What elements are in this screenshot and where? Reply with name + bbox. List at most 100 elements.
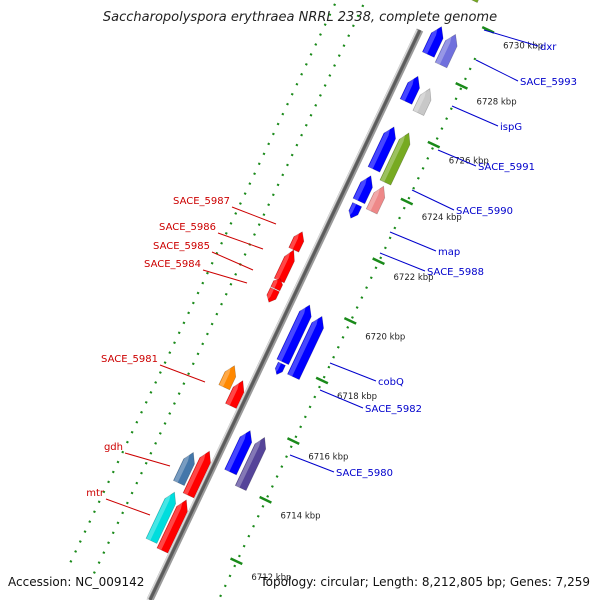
- scale-tick: [229, 557, 243, 566]
- scale-tick: [400, 197, 414, 206]
- label-leader: [483, 29, 539, 47]
- scale-tick-label: 6726 kbp: [449, 156, 489, 166]
- gene-sace-5993: [466, 0, 497, 3]
- gene-gdh-blue-body: [173, 451, 195, 487]
- gene-sace-5981-body: [225, 380, 245, 409]
- scale-tick: [427, 140, 441, 149]
- gene-sace-5980-left-body: [224, 430, 253, 476]
- gene-label: SACE_5980: [336, 468, 393, 479]
- gene-sace-5987-shine: [289, 230, 300, 250]
- gene-sace-5991-body: [412, 88, 432, 116]
- gene-sace-5985: [270, 277, 284, 292]
- gene-mtr-cyan-shine: [146, 490, 172, 541]
- gene-mtr-cyan: [145, 490, 176, 544]
- dotted-guide-2: [217, 56, 478, 600]
- gene-sace-5986: [273, 248, 295, 284]
- gene-sace-5990-left-body: [367, 126, 396, 173]
- gene-label: cobQ: [378, 377, 404, 388]
- gene-map-body: [365, 185, 386, 215]
- gene-label: mtr: [86, 488, 105, 499]
- gene-sace-5990-body: [379, 132, 411, 186]
- scale-tick-label: 6716 kbp: [308, 453, 348, 463]
- scale-tick: [343, 316, 357, 325]
- scale-tick-label: 6724 kbp: [422, 213, 462, 223]
- gene-sace-5982: [287, 314, 324, 381]
- gene-cobq-shine: [277, 303, 307, 362]
- gene-sace-5984-shine: [266, 287, 275, 302]
- gene-small-fwd-shine: [274, 362, 282, 374]
- gene-label: SACE_5986: [159, 222, 216, 233]
- label-leader: [329, 362, 377, 382]
- scale-tick-label: 6718 kbp: [337, 392, 377, 402]
- gene-sace-5980-left-shine: [225, 429, 247, 472]
- gene-features: [145, 0, 497, 554]
- label-leader: [202, 269, 248, 284]
- map-title: Saccharopolyspora erythraea NRRL 2338, c…: [102, 10, 498, 25]
- gene-sace-5980-left: [224, 429, 253, 476]
- gene-label: ispG: [500, 122, 522, 133]
- gene-sace-5990-left-shine: [368, 125, 391, 169]
- gene-map: [365, 184, 386, 215]
- gene-label: SACE_5982: [365, 404, 422, 415]
- gene-gdh: [182, 449, 211, 499]
- gene-sace-5986-body: [273, 249, 295, 284]
- label-leader: [379, 252, 426, 272]
- gene-sace-5993-body: [466, 0, 497, 3]
- gene-sace-5982-body: [287, 315, 324, 381]
- gene-sace-5988: [348, 202, 363, 219]
- gene-sace-5981-shine: [225, 379, 240, 406]
- gene-label: map: [438, 247, 460, 258]
- gene-ispg: [434, 32, 458, 69]
- gene-sace-5984-body: [266, 287, 280, 303]
- genome-summary-text: Topology: circular; Length: 8,212,805 bp…: [260, 575, 590, 589]
- gene-sace-5981: [225, 379, 245, 409]
- gene-sace-5982-shine: [288, 314, 319, 377]
- gene-sace-5988-shine: [348, 202, 357, 218]
- gene-sace-5981-orange-body: [218, 365, 237, 391]
- genome-backbone: [146, 28, 424, 600]
- scale-tick: [481, 25, 495, 34]
- gene-small-fwd-body: [274, 361, 286, 375]
- label-leader: [105, 498, 151, 516]
- gene-mtr-cyan-body: [145, 491, 176, 544]
- scale-tick: [372, 257, 385, 266]
- label-leader: [211, 251, 254, 271]
- gene-label: SACE_5988: [427, 267, 484, 278]
- gene-sace-5991-left-body: [399, 75, 420, 105]
- gene-label: SACE_5985: [153, 241, 210, 252]
- gene-sace-5987-body: [288, 231, 305, 253]
- gene-sace-5990-shine: [380, 131, 406, 183]
- gene-ispg-left-shine: [422, 25, 439, 55]
- gene-cobq: [276, 303, 312, 366]
- scale-tick-label: 6730 kbp: [503, 41, 543, 51]
- gene-ispg-body: [434, 33, 458, 69]
- label-leader: [124, 452, 171, 467]
- gene-sace-5981-orange: [218, 364, 237, 391]
- gene-gdh-shine: [183, 449, 207, 495]
- scale-tick-label: 6712 kbp: [251, 573, 291, 583]
- scale-tick-label: 6714 kbp: [280, 511, 320, 521]
- gene-gdh-blue-shine: [173, 450, 191, 483]
- scale-tick-label: 6720 kbp: [365, 332, 405, 342]
- gene-sace-5980-shine: [235, 436, 262, 488]
- gene-gdh-body: [182, 450, 211, 499]
- gene-map-shine: [366, 184, 381, 211]
- gene-sace-5986-shine: [274, 248, 292, 281]
- gene-cobq-body: [276, 304, 312, 366]
- gene-small-fwd: [274, 361, 286, 375]
- gene-gdh-blue: [173, 450, 195, 487]
- gene-sace-5980: [234, 436, 267, 491]
- gene-sace-5985-shine: [271, 277, 278, 289]
- gene-sace-5991-left: [399, 74, 420, 105]
- scale-tick: [286, 437, 300, 445]
- scale-tick-label: 6728 kbp: [477, 98, 517, 108]
- gene-label: SACE_5991: [478, 162, 535, 173]
- label-leader: [475, 59, 519, 82]
- gene-sace-5988-body: [348, 202, 363, 219]
- label-leader: [159, 364, 206, 383]
- gene-sace-5988-left-shine: [353, 174, 368, 201]
- gene-label: SACE_5990: [456, 206, 513, 217]
- scale-tick: [315, 376, 329, 385]
